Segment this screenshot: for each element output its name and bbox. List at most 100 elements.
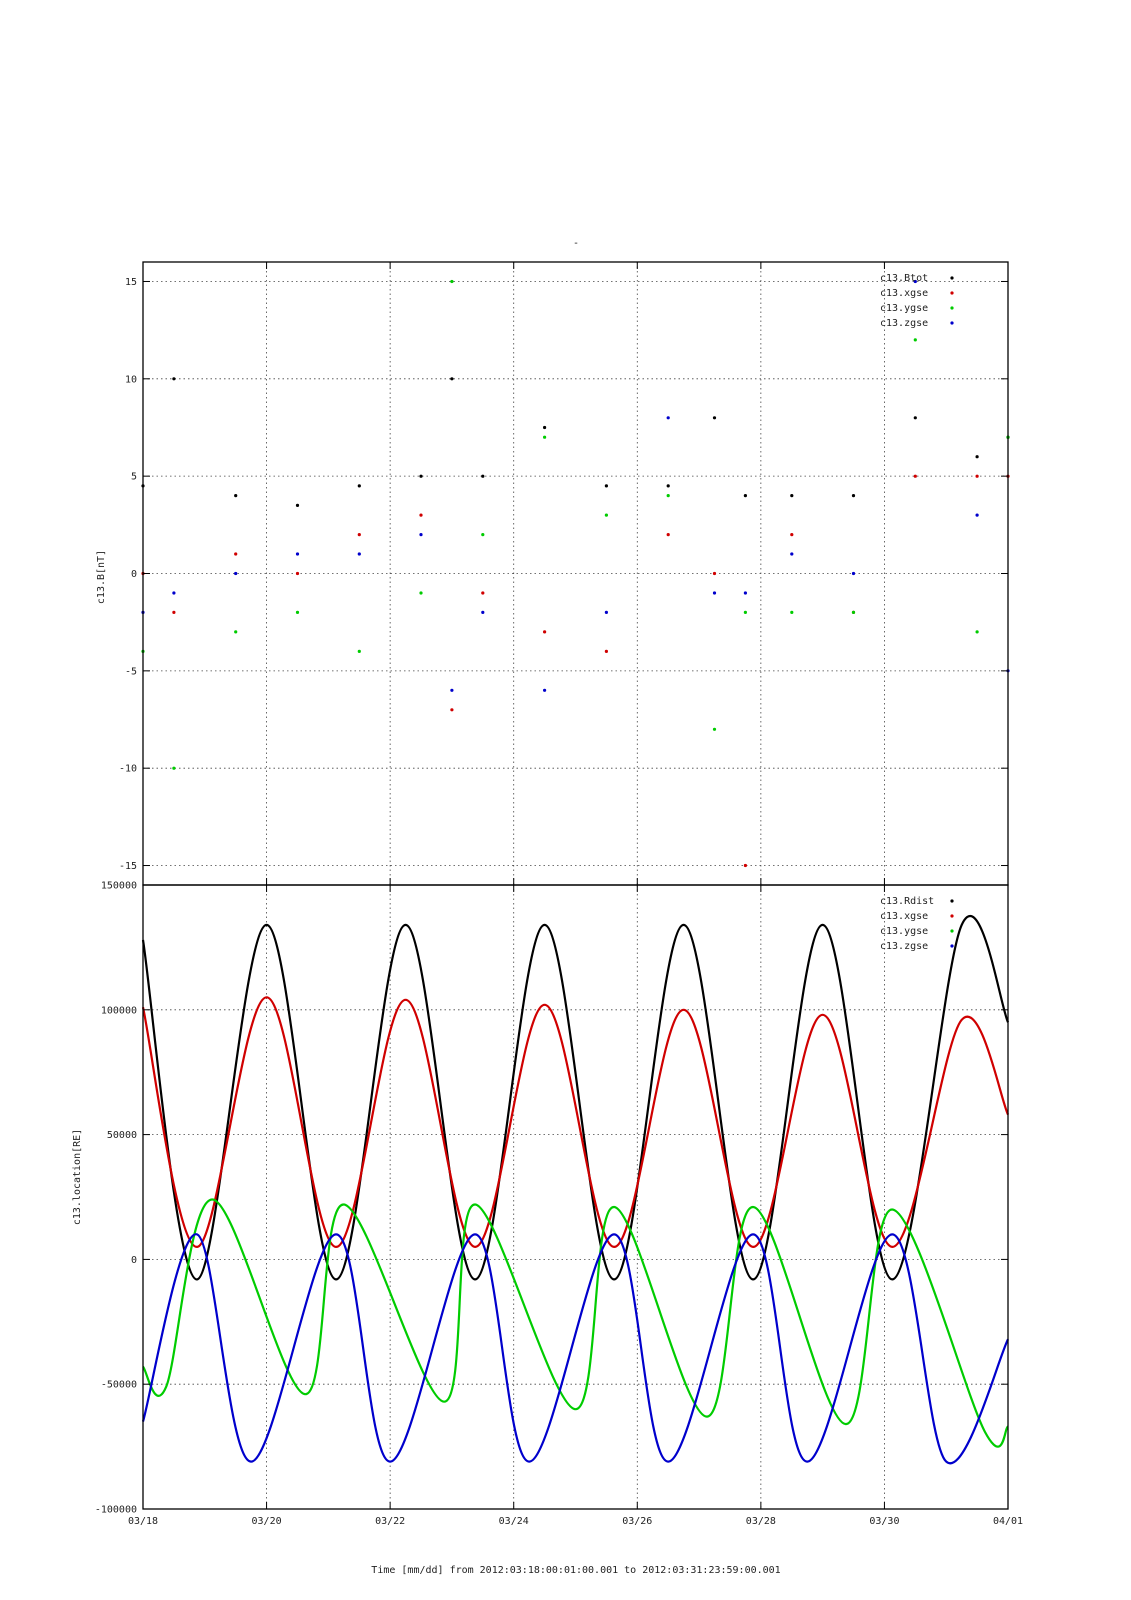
data-point-c13-xgse — [419, 513, 423, 517]
legend-label: c13.Btot — [880, 273, 928, 284]
data-point-c13-ygse — [450, 279, 454, 284]
data-point-c13-ygse — [419, 591, 423, 595]
data-point-c13-ygse — [790, 610, 794, 615]
data-point-c13-zgse — [543, 688, 547, 692]
data-point-c13-xgse — [172, 610, 176, 615]
series-line-c13-zgse — [141, 1233, 1009, 1465]
y-tick-label: -50000 — [101, 1380, 137, 1391]
legend-label: c13.Rdist — [880, 896, 934, 907]
legend-label: c13.xgse — [880, 288, 928, 299]
data-point-c13-zgse — [712, 591, 717, 595]
legend-label: c13.zgse — [880, 941, 928, 952]
data-point-c13-Btot — [743, 494, 748, 498]
legend-label: c13.ygse — [880, 926, 928, 937]
x-axis-label: Time [mm/dd] from 2012:03:18:00:01:00.00… — [371, 1565, 780, 1576]
data-point-c13-xgse — [743, 863, 748, 868]
data-point-c13-zgse — [295, 552, 300, 556]
data-point-c13-xgse — [481, 591, 485, 595]
legend-marker — [950, 944, 954, 948]
data-point-c13-zgse — [419, 533, 423, 537]
x-tick-label: 03/24 — [499, 1516, 529, 1527]
y-tick-label: -5 — [125, 666, 137, 677]
series-line-c13-ygse — [142, 1198, 1010, 1448]
data-point-c13-Btot — [712, 416, 717, 420]
data-point-c13-Btot — [357, 484, 361, 488]
x-tick-label: 03/28 — [746, 1516, 776, 1527]
data-point-c13-ygse — [712, 727, 717, 731]
data-point-c13-zgse — [604, 610, 609, 615]
y-tick-label: -100000 — [95, 1505, 137, 1516]
location-panel: -100000 -50000 0 50000 100000 150000 c13.Rdis… — [72, 881, 1010, 1516]
data-point-c13-ygse — [743, 610, 748, 615]
data-point-c13-zgse — [975, 513, 979, 517]
x-tick-label: 03/18 — [128, 1516, 158, 1527]
data-point-c13-xgse — [712, 571, 717, 576]
x-tick-label: 03/20 — [252, 1516, 282, 1527]
data-point-c13-Btot — [851, 494, 856, 498]
data-point-c13-xgse — [295, 571, 300, 576]
data-point-c13-xgse — [604, 649, 609, 654]
data-point-c13-Btot — [419, 474, 423, 478]
data-point-c13-Btot — [234, 494, 238, 498]
data-point-c13-Btot — [604, 484, 609, 488]
legend-label: c13.zgse — [880, 318, 928, 329]
data-point-c13-xgse — [450, 708, 454, 712]
data-point-c13-zgse — [450, 688, 454, 692]
data-point-c13-zgse — [913, 279, 917, 284]
data-point-c13-Btot — [975, 455, 979, 459]
x-tick-label: 03/30 — [869, 1516, 899, 1527]
y-tick-label: 100000 — [101, 1005, 137, 1016]
series-line-c13-Rdist — [141, 914, 1010, 1281]
data-point-c13-zgse — [666, 416, 670, 420]
legend-magnetic-field: c13.Btot c13.xgse c13.ygse c13.zgse — [880, 273, 954, 329]
y-tick-label: 10 — [125, 374, 137, 385]
data-point-c13-xgse — [543, 630, 547, 634]
legend-marker — [950, 291, 954, 295]
x-tick-label: 03/22 — [375, 1516, 405, 1527]
data-point-c13-Btot — [450, 377, 454, 381]
data-point-c13-ygse — [357, 649, 361, 654]
legend-marker — [950, 929, 954, 933]
legend-marker — [950, 306, 954, 310]
data-point-c13-ygse — [234, 630, 238, 634]
legend-location: c13.Rdist c13.xgse c13.ygse c13.zgse — [880, 896, 954, 952]
y-axis-label-location: c13.location[RE] — [72, 1129, 83, 1225]
data-point-c13-zgse — [357, 552, 361, 556]
data-point-c13-ygse — [295, 610, 300, 615]
data-point-c13-ygse — [975, 630, 979, 634]
data-point-c13-ygse — [666, 494, 670, 498]
data-point-c13-Btot — [295, 503, 300, 507]
data-point-c13-Btot — [543, 425, 547, 430]
data-point-c13-xgse — [666, 533, 670, 537]
data-point-c13-xgse — [913, 474, 917, 478]
y-tick-label: 0 — [131, 1255, 137, 1266]
y-tick-label: 50000 — [107, 1130, 137, 1141]
y-tick-label: 5 — [131, 472, 137, 483]
legend-marker — [950, 276, 954, 280]
x-tick-label: 03/26 — [622, 1516, 652, 1527]
legend-marker — [950, 899, 954, 903]
data-point-c13-zgse — [851, 571, 856, 576]
x-axis-tick-labels: 03/18 03/20 03/22 03/24 03/26 03/28 03/30 04/01 — [128, 1516, 1023, 1527]
legend-label: c13.ygse — [880, 303, 928, 314]
legend-marker — [950, 321, 954, 325]
data-point-c13-ygse — [172, 766, 176, 770]
data-point-c13-zgse — [234, 571, 238, 576]
data-point-c13-xgse — [975, 474, 979, 478]
data-point-c13-xgse — [234, 552, 238, 556]
data-point-c13-ygse — [913, 338, 917, 342]
data-point-c13-Btot — [666, 484, 670, 488]
data-point-c13-zgse — [172, 591, 176, 595]
data-point-c13-zgse — [790, 552, 794, 556]
data-point-c13-zgse — [481, 610, 485, 615]
legend-label: c13.xgse — [880, 911, 928, 922]
data-point-c13-xgse — [357, 533, 361, 537]
y-tick-label: 15 — [125, 277, 137, 288]
legend-marker — [950, 914, 954, 918]
y-tick-label: 0 — [131, 569, 137, 580]
data-point-c13-ygse — [604, 513, 609, 517]
data-point-c13-Btot — [790, 494, 794, 498]
y-tick-label: 150000 — [101, 881, 137, 892]
